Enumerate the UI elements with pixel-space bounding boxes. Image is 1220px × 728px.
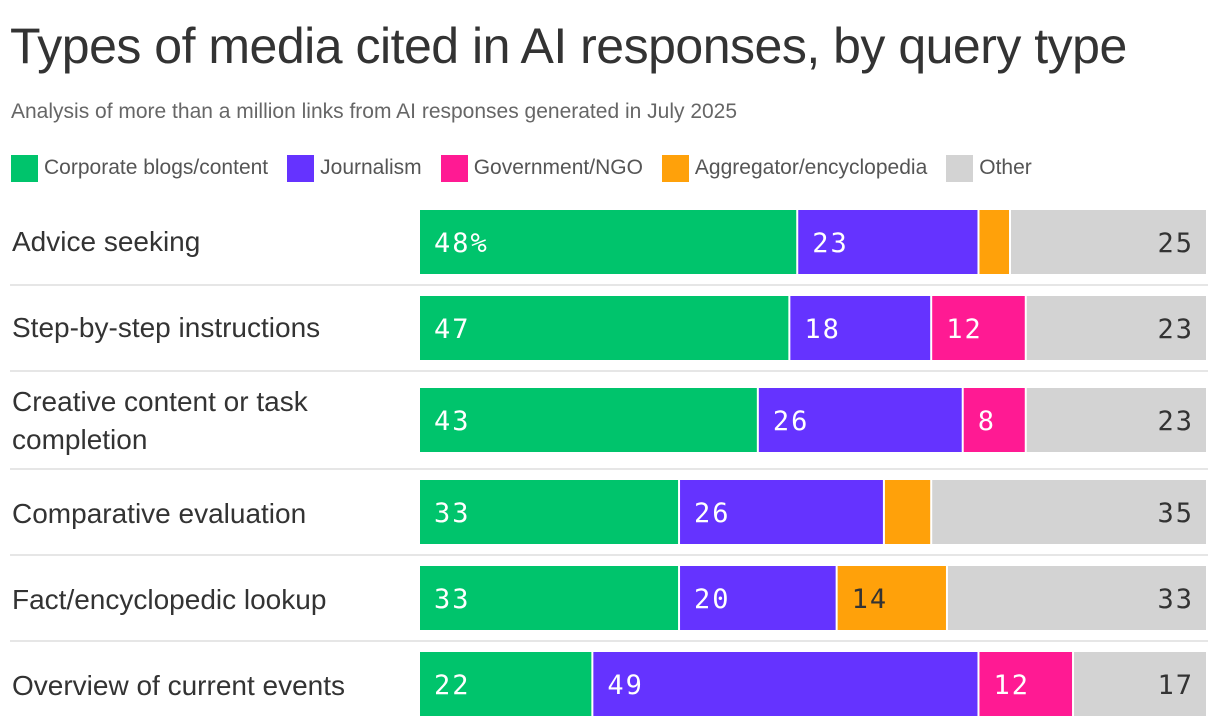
value-label: 33 <box>1157 584 1194 615</box>
bar-segment-corporate-blogs-content <box>420 388 757 452</box>
bar-segment-other <box>1011 210 1206 274</box>
value-label: 33 <box>434 498 471 529</box>
bar-segment-journalism <box>680 566 836 630</box>
bar-segment-corporate-blogs-content <box>420 210 797 274</box>
legend-label: Journalism <box>320 156 422 179</box>
bar-segment-other <box>947 566 1206 630</box>
category-label-creative-content-or-task-completion: Creative content or task completion <box>12 386 309 455</box>
bar-segment-corporate-blogs-content <box>420 652 592 716</box>
value-label: 49 <box>607 670 644 701</box>
value-label: 22 <box>434 670 471 701</box>
chart-legend: Corporate blogs/content Journalism Governm… <box>11 152 1032 184</box>
bar-segment-aggregator-encyclopedia <box>837 566 946 630</box>
value-label: 18 <box>804 314 841 345</box>
bar-segment-other <box>932 480 1206 544</box>
legend-swatch <box>287 154 315 182</box>
bar-segment-journalism <box>593 652 978 716</box>
value-label: 43 <box>434 406 471 437</box>
value-label: 23 <box>812 228 849 259</box>
legend-item-corporate-blogs-content: Corporate blogs/content <box>11 154 268 182</box>
legend-label: Other <box>979 156 1032 179</box>
legend-item-journalism: Journalism <box>287 154 422 182</box>
bar-segment-corporate-blogs-content <box>420 480 679 544</box>
bar-segment-corporate-blogs-content <box>420 566 679 630</box>
category-label-step-by-step-instructions: Step-by-step instructions <box>12 312 320 343</box>
legend-swatch <box>946 154 974 182</box>
bar-segment-other <box>1026 388 1206 452</box>
bar-segment-corporate-blogs-content <box>420 296 789 360</box>
value-label: 26 <box>773 406 810 437</box>
value-label: 20 <box>694 584 731 615</box>
legend-label: Corporate blogs/content <box>44 156 269 179</box>
bar-segment-other <box>1026 296 1206 360</box>
legend-item-aggregator-encyclopedia: Aggregator/encyclopedia <box>661 154 928 182</box>
category-label-advice-seeking: Advice seeking <box>12 226 200 257</box>
legend-label: Government/NGO <box>473 156 643 179</box>
legend-swatch <box>440 154 468 182</box>
value-label: 48% <box>434 228 489 259</box>
legend-swatch <box>661 154 689 182</box>
value-label: 33 <box>434 584 471 615</box>
bar-segment-aggregator-encyclopedia <box>884 480 931 544</box>
value-label: 25 <box>1157 228 1194 259</box>
value-label: 26 <box>694 498 731 529</box>
legend-label: Aggregator/encyclopedia <box>694 156 928 179</box>
bar-segment-aggregator-encyclopedia <box>979 210 1009 274</box>
value-label: 23 <box>1157 314 1194 345</box>
category-label-comparative-evaluation: Comparative evaluation <box>12 498 306 529</box>
value-label: 23 <box>1157 406 1194 437</box>
chart-subtitle: Analysis of more than a million links fr… <box>11 100 738 123</box>
value-label: 35 <box>1157 498 1194 529</box>
bar-segment-government-ngo <box>979 652 1073 716</box>
legend-swatch <box>11 154 38 182</box>
chart-title: Types of media cited in AI responses, by… <box>10 18 1127 74</box>
bar-segment-journalism <box>758 388 962 452</box>
value-label: 17 <box>1157 670 1194 701</box>
value-label: 12 <box>993 670 1030 701</box>
bar-segment-journalism <box>798 210 978 274</box>
value-label: 12 <box>946 314 983 345</box>
bar-segment-journalism <box>790 296 931 360</box>
category-label-fact-encyclopedic-lookup: Fact/encyclopedic lookup <box>12 584 326 615</box>
legend-item-other: Other <box>946 154 1032 182</box>
value-label: 14 <box>852 584 889 615</box>
bar-segment-government-ngo <box>932 296 1025 360</box>
bar-segment-government-ngo <box>963 388 1025 452</box>
category-label-overview-of-current-events: Overview of current events <box>12 670 345 701</box>
bar-segment-other <box>1074 652 1206 716</box>
value-label: 8 <box>978 406 996 437</box>
value-label: 47 <box>434 314 471 345</box>
bar-segment-journalism <box>680 480 883 544</box>
legend-item-government-ngo: Government/NGO <box>440 154 643 182</box>
